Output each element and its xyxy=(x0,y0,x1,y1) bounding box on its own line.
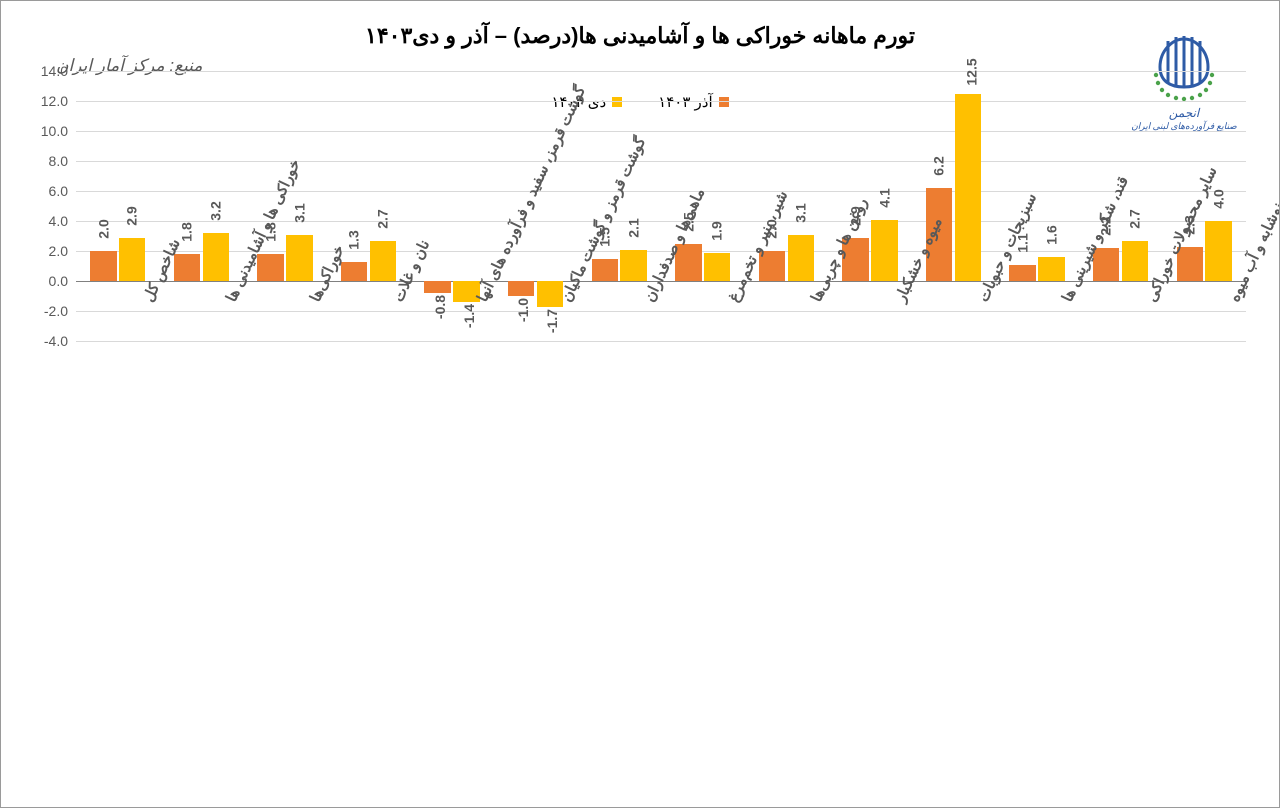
bar xyxy=(174,254,200,281)
bar-value-label: 2.7 xyxy=(1125,211,1145,227)
bar xyxy=(203,233,229,281)
y-tick: -2.0 xyxy=(44,303,76,319)
y-tick: 2.0 xyxy=(49,243,76,259)
bar-value-label: -0.8 xyxy=(428,299,448,315)
bar-value-label: 6.2 xyxy=(929,158,949,174)
bar-value-label: 3.1 xyxy=(791,205,811,221)
y-tick: 10.0 xyxy=(41,123,76,139)
bar xyxy=(424,281,450,293)
bar-value-label: 3.1 xyxy=(289,205,309,221)
y-tick: 8.0 xyxy=(49,153,76,169)
bar xyxy=(620,250,646,282)
bar-value-label: -1.0 xyxy=(511,302,531,318)
y-tick: -4.0 xyxy=(44,333,76,349)
bar-value-label: 2.1 xyxy=(624,220,644,236)
bar xyxy=(788,235,814,282)
bar-value-label: 12.5 xyxy=(958,64,978,80)
chart-title: تورم ماهانه خوراکی ها و آشامیدنی ها(درصد… xyxy=(1,23,1279,49)
bar xyxy=(1038,257,1064,281)
bar xyxy=(341,262,367,282)
y-tick: 12.0 xyxy=(41,93,76,109)
bar xyxy=(119,238,145,282)
y-tick: 4.0 xyxy=(49,213,76,229)
bar-value-label: 1.9 xyxy=(707,223,727,239)
bar xyxy=(90,251,116,281)
bar-value-label: 1.6 xyxy=(1042,227,1062,243)
chart-container: تورم ماهانه خوراکی ها و آشامیدنی ها(درصد… xyxy=(0,0,1280,808)
bar xyxy=(1122,241,1148,282)
bar-value-label: 3.2 xyxy=(206,203,226,219)
y-tick: 0.0 xyxy=(49,273,76,289)
bar xyxy=(286,235,312,282)
bar-group: -0.8 -1.4 xyxy=(422,71,482,341)
bar xyxy=(257,254,283,281)
bar xyxy=(508,281,534,296)
bar-group: 6.212.5 xyxy=(923,71,983,341)
bar xyxy=(955,94,981,282)
bar-value-label: 1.3 xyxy=(344,232,364,248)
bar-group: 2.0 2.9 xyxy=(88,71,148,341)
y-tick: 6.0 xyxy=(49,183,76,199)
bar-value-label: 2.7 xyxy=(373,211,393,227)
bar xyxy=(1205,221,1231,281)
y-tick: 14.0 xyxy=(41,63,76,79)
bar xyxy=(370,241,396,282)
plot-area: -4.0-2.00.02.04.06.08.010.012.014.02.02.… xyxy=(76,71,1246,341)
bar xyxy=(871,220,897,282)
bar-value-label: -1.4 xyxy=(457,308,477,324)
bar-group: 1.3 2.7 xyxy=(338,71,398,341)
bar-value-label: 2.9 xyxy=(122,208,142,224)
bar-group: 1.8 3.2 xyxy=(171,71,231,341)
bar-value-label: -1.7 xyxy=(540,313,560,329)
bar xyxy=(704,253,730,282)
bar-value-label: 4.1 xyxy=(874,190,894,206)
bar-value-label: 2.0 xyxy=(93,221,113,237)
bar xyxy=(592,259,618,282)
gridline xyxy=(76,341,1246,342)
bar-value-label: 1.8 xyxy=(177,224,197,240)
bar xyxy=(1009,265,1035,282)
bar-value-label: 4.0 xyxy=(1209,191,1229,207)
